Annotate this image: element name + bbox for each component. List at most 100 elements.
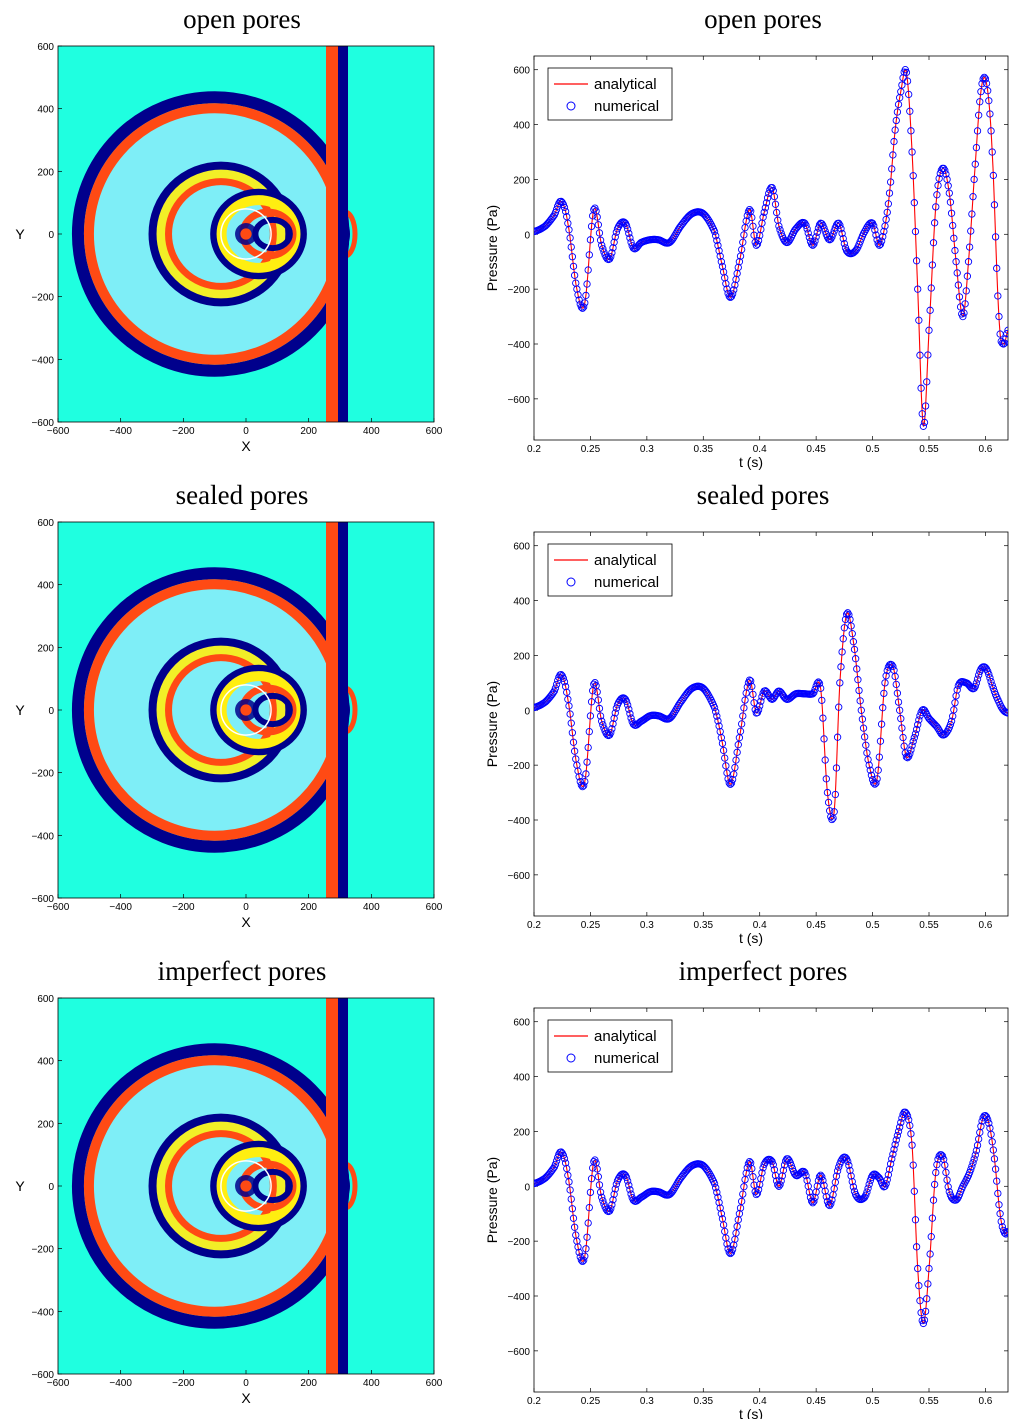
numerical-marker — [752, 241, 760, 249]
y-tick-label: 400 — [513, 121, 530, 132]
numerical-marker — [565, 1178, 573, 1186]
numerical-marker — [1000, 339, 1008, 347]
numerical-marker — [846, 1166, 854, 1175]
x-tick-label: −200 — [172, 1378, 195, 1389]
numerical-marker — [713, 712, 721, 720]
numerical-marker — [774, 688, 782, 696]
x-tick-label: 600 — [426, 1378, 443, 1389]
numerical-marker — [723, 1240, 731, 1248]
numerical-marker — [718, 262, 727, 271]
y-tick-label: 0 — [48, 1182, 54, 1193]
numerical-marker — [734, 741, 742, 749]
x-axis-label: X — [241, 438, 251, 454]
numerical-marker — [748, 213, 756, 222]
numerical-marker — [844, 609, 852, 617]
y-tick-label: 200 — [513, 1127, 530, 1138]
numerical-marker — [903, 1112, 912, 1120]
numerical-marker — [561, 1159, 570, 1167]
numerical-marker — [780, 236, 789, 245]
numerical-marker — [820, 735, 828, 743]
source-center — [240, 228, 252, 240]
x-tick-label: 0.55 — [919, 920, 939, 931]
numerical-marker — [736, 727, 745, 735]
y-tick-label: 0 — [48, 230, 54, 241]
y-axis-label: Pressure (Pa) — [484, 1157, 500, 1243]
numerical-marker — [740, 231, 748, 239]
numerical-marker — [727, 779, 736, 787]
numerical-marker — [943, 1176, 951, 1184]
numerical-marker — [892, 1136, 900, 1144]
numerical-marker — [607, 253, 615, 261]
numerical-marker — [1000, 1229, 1008, 1237]
numerical-marker — [748, 682, 756, 691]
numerical-marker — [582, 770, 590, 778]
second-wavefront-yellow — [152, 165, 290, 303]
numerical-marker — [715, 1198, 723, 1207]
numerical-marker — [977, 1122, 985, 1130]
numerical-marker — [757, 697, 765, 705]
numerical-marker — [594, 221, 602, 229]
numerical-marker — [718, 739, 727, 748]
x-tick-label: −400 — [109, 902, 132, 913]
numerical-marker — [762, 199, 771, 207]
series-numerical — [534, 66, 1008, 430]
x-tick-label: 0.4 — [753, 444, 767, 455]
numerical-marker — [827, 235, 835, 243]
interface-navy-stripe — [338, 46, 348, 422]
numerical-marker — [626, 1186, 634, 1194]
numerical-marker — [832, 764, 841, 772]
numerical-marker — [750, 699, 758, 707]
numerical-marker — [851, 247, 860, 255]
numerical-marker — [892, 116, 900, 125]
numerical-marker — [573, 1237, 581, 1245]
numerical-marker — [607, 1205, 615, 1213]
numerical-marker — [802, 1172, 810, 1180]
numerical-marker — [916, 351, 924, 359]
interface-navy-stripe — [338, 522, 348, 898]
numerical-marker — [836, 221, 844, 229]
numerical-marker — [941, 166, 949, 175]
numerical-marker — [950, 706, 958, 714]
y-tick-label: 400 — [37, 105, 54, 116]
numerical-marker — [712, 232, 720, 240]
y-tick-label: −600 — [507, 395, 530, 406]
y-tick-label: 200 — [37, 167, 54, 178]
numerical-marker — [622, 697, 631, 706]
numerical-marker — [879, 233, 887, 241]
second-wavefront-red — [165, 178, 277, 290]
numerical-marker — [549, 1165, 557, 1173]
numerical-marker — [669, 1187, 677, 1195]
interface-red-stripe — [326, 522, 338, 898]
numerical-marker — [752, 1190, 760, 1199]
numerical-marker — [968, 1162, 976, 1170]
numerical-marker — [741, 696, 749, 704]
numerical-marker — [580, 1256, 588, 1264]
numerical-marker — [894, 100, 903, 109]
numerical-marker — [598, 241, 606, 249]
numerical-marker — [994, 292, 1002, 300]
field-image — [58, 522, 434, 898]
numerical-marker — [927, 284, 935, 292]
x-tick-label: 0.5 — [866, 444, 880, 455]
numerical-marker — [907, 127, 915, 135]
numerical-marker — [938, 1152, 947, 1160]
numerical-marker — [847, 1172, 855, 1180]
numerical-marker — [893, 1131, 902, 1140]
numerical-marker — [912, 725, 921, 734]
numerical-marker — [778, 1172, 786, 1180]
numerical-marker — [928, 261, 937, 269]
numerical-marker — [599, 245, 607, 253]
numerical-marker — [925, 326, 933, 334]
numerical-marker — [875, 753, 883, 761]
numerical-marker — [731, 281, 739, 289]
numerical-marker — [567, 243, 575, 251]
numerical-marker — [594, 1173, 602, 1181]
numerical-marker — [611, 709, 619, 717]
numerical-marker — [859, 229, 868, 238]
numerical-marker — [973, 675, 982, 683]
numerical-marker — [919, 422, 928, 430]
numerical-marker — [893, 689, 902, 697]
numerical-marker — [812, 233, 820, 241]
numerical-marker — [1003, 1229, 1008, 1237]
numerical-marker — [754, 706, 763, 714]
